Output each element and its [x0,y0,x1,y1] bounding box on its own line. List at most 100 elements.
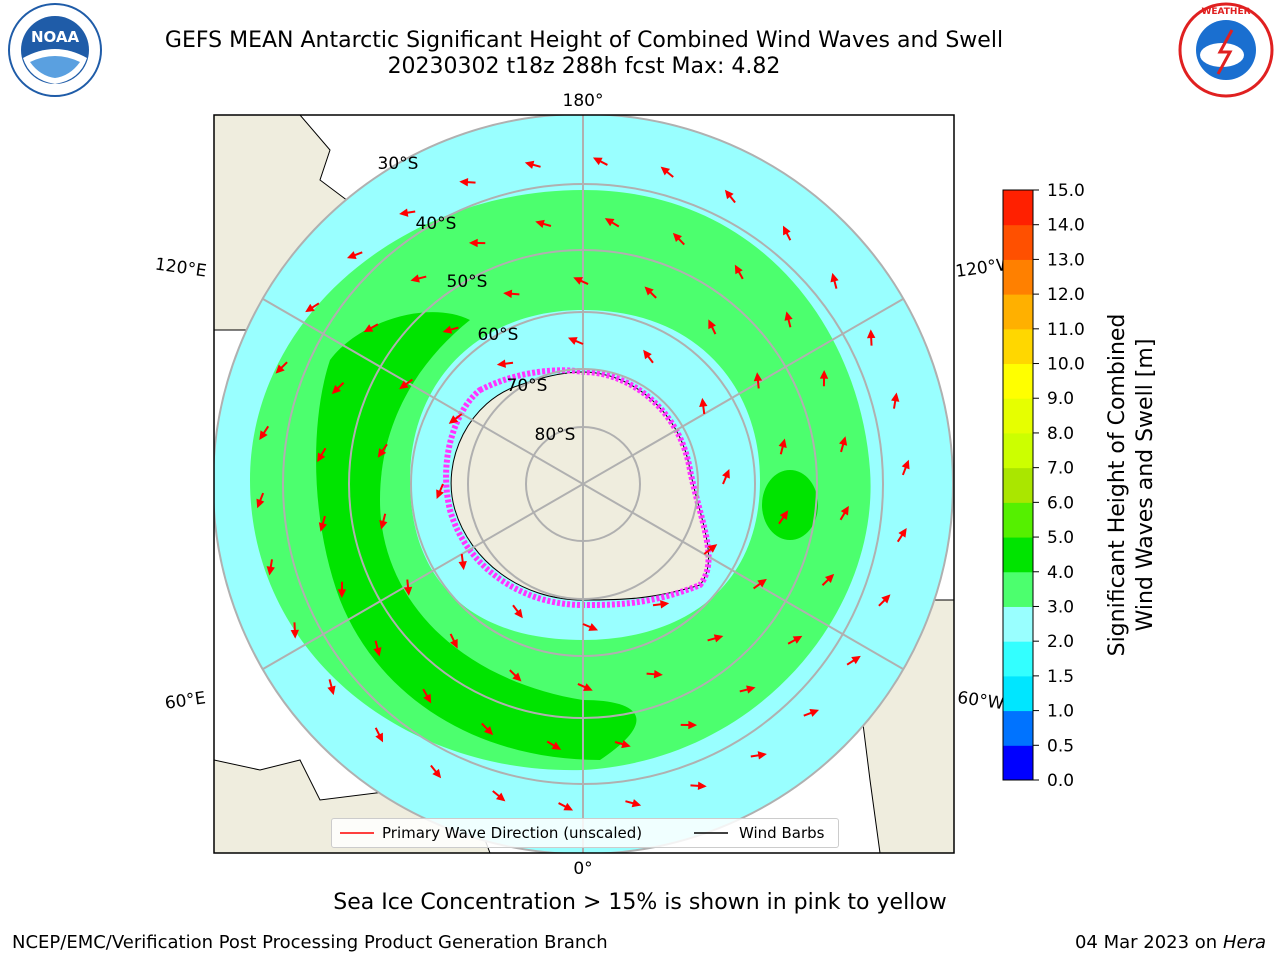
wave-arrow-head [830,272,839,283]
wave-arrow-head [331,385,342,395]
wave-arrow-head [503,289,513,298]
wave-arrow-head [346,251,357,259]
wave-band-4m [316,312,637,760]
wave-arrow-head [819,369,829,379]
sea-ice [443,367,712,609]
colorbar-segment [1003,745,1033,781]
wave-arrow-head [621,740,631,749]
wave-arrow-head [535,219,545,228]
wave-arrow-head [363,324,374,333]
graticule [214,115,954,853]
nws-logo: WEATHER [1178,2,1274,98]
wave-arrow-head [563,802,574,811]
wave-arrow-head [707,544,718,553]
wave-arrow-head [746,685,756,694]
colorbar-tick-label: 8.0 [1047,424,1074,444]
wave-arrow-head [432,768,442,779]
wave-arrow-head [851,655,861,665]
label-60s: 60°S [478,325,519,345]
wave-arrow-head [782,225,791,236]
colorbar-segment [1003,328,1033,365]
wave-arrow-head [399,208,409,217]
colorbar-tick-label: 12.0 [1047,285,1085,305]
wave-arrow-head [290,629,300,639]
wave-arrow-head [379,520,388,530]
colorbar-tick-label: 3.0 [1047,597,1074,617]
colorbar-tick-label: 14.0 [1047,216,1085,236]
wave-arrow-head [524,160,535,169]
wave-arrow-head [583,683,593,691]
wave-arrow-head [660,166,671,176]
wave-arrow-head [567,337,578,345]
colorbar-tick-label: 0.0 [1047,771,1074,791]
wave-arrow-head [484,725,494,736]
wave-arrow-head [495,792,506,802]
wave-arrow-head [653,670,663,679]
wave-arrow-head [551,741,562,750]
label-70s: 70°S [507,376,548,396]
wave-arrow-head [660,600,670,609]
wave-arrow-head [713,634,724,643]
wave-arrow-head [317,452,326,463]
wave-arrow-head [809,709,820,717]
colorbar: 0.0 0.5 1.0 1.5 2.0 3.0 4.0 5.0 6.0 7.0 8.0 9.0 10.0… [1002,181,1085,791]
colorbar-segment [1003,224,1033,260]
wave-arrow-head [708,319,716,330]
wave-arrow-head [592,157,603,166]
wave-arrow-head [722,468,730,479]
wave-arrow-head [448,415,459,424]
wave-patch-4m-east [762,470,818,540]
wave-arrow-head [256,498,265,509]
colorbar-segment [1003,259,1033,295]
wave-arrow-head [512,672,522,682]
wave-arrow-head [757,578,767,588]
wave-arrow-head [410,274,420,283]
wave-arrow-head [403,586,413,596]
wave-arrow-head [631,799,642,808]
colorbar-segment [1003,606,1033,642]
wave-arrow-head [399,380,409,390]
wave-arrow-head [697,781,707,791]
wave-arrow-head [824,573,835,583]
colorbar-tick-label: 4.0 [1047,563,1074,583]
chart-title: GEFS MEAN Antarctic Significant Height o… [164,28,1004,53]
label-60e: 60°E [164,688,207,713]
colorbar-segment [1003,502,1033,538]
colorbar-segment [1003,467,1033,503]
label-0: 0° [573,859,592,879]
wave-arrow-head [318,522,327,532]
wave-arrow-head [672,232,682,243]
colorbar-tick-label: 15.0 [1047,181,1085,201]
colorbar-tick-label: 5.0 [1047,528,1074,548]
colorbar-tick-label: 10.0 [1047,355,1085,375]
colorbar-segment [1003,675,1033,712]
wave-arrow-head [573,277,583,285]
footer-credit: NCEP/EMC/Verification Post Processing Pr… [12,932,608,953]
wave-arrow-head [327,685,336,696]
wave-arrow-head [436,489,444,500]
wave-arrow-head [373,647,382,657]
label-120e: 120°E [154,255,208,282]
colorbar-segment [1003,641,1033,677]
colorbar-border [1002,189,1034,781]
wave-arrow-head [753,372,763,382]
colorbar-tick-label: 7.0 [1047,459,1074,479]
wave-arrow-head [866,329,876,339]
wave-arrow-head [839,436,848,446]
map-legend: Primary Wave Direction (unscaled) Wind B… [331,818,839,848]
legend-wind-barbs: Wind Barbs [739,824,825,842]
wave-arrows [256,157,910,811]
footer-machine: Hera [1222,932,1266,953]
wave-arrow-head [891,392,900,402]
wave-arrow-head [699,397,708,407]
colorbar-segment [1003,537,1033,573]
label-30s: 30°S [378,154,419,174]
wave-arrow-head [458,561,467,571]
legend-wave-direction: Primary Wave Direction (unscaled) [382,824,643,842]
wave-arrow-head [784,311,793,321]
wave-arrow-head [881,594,891,604]
colorbar-tick-label: 1.0 [1047,702,1074,722]
wave-arrow-head [643,349,652,360]
colorbar-tick-label: 1.5 [1047,667,1074,687]
